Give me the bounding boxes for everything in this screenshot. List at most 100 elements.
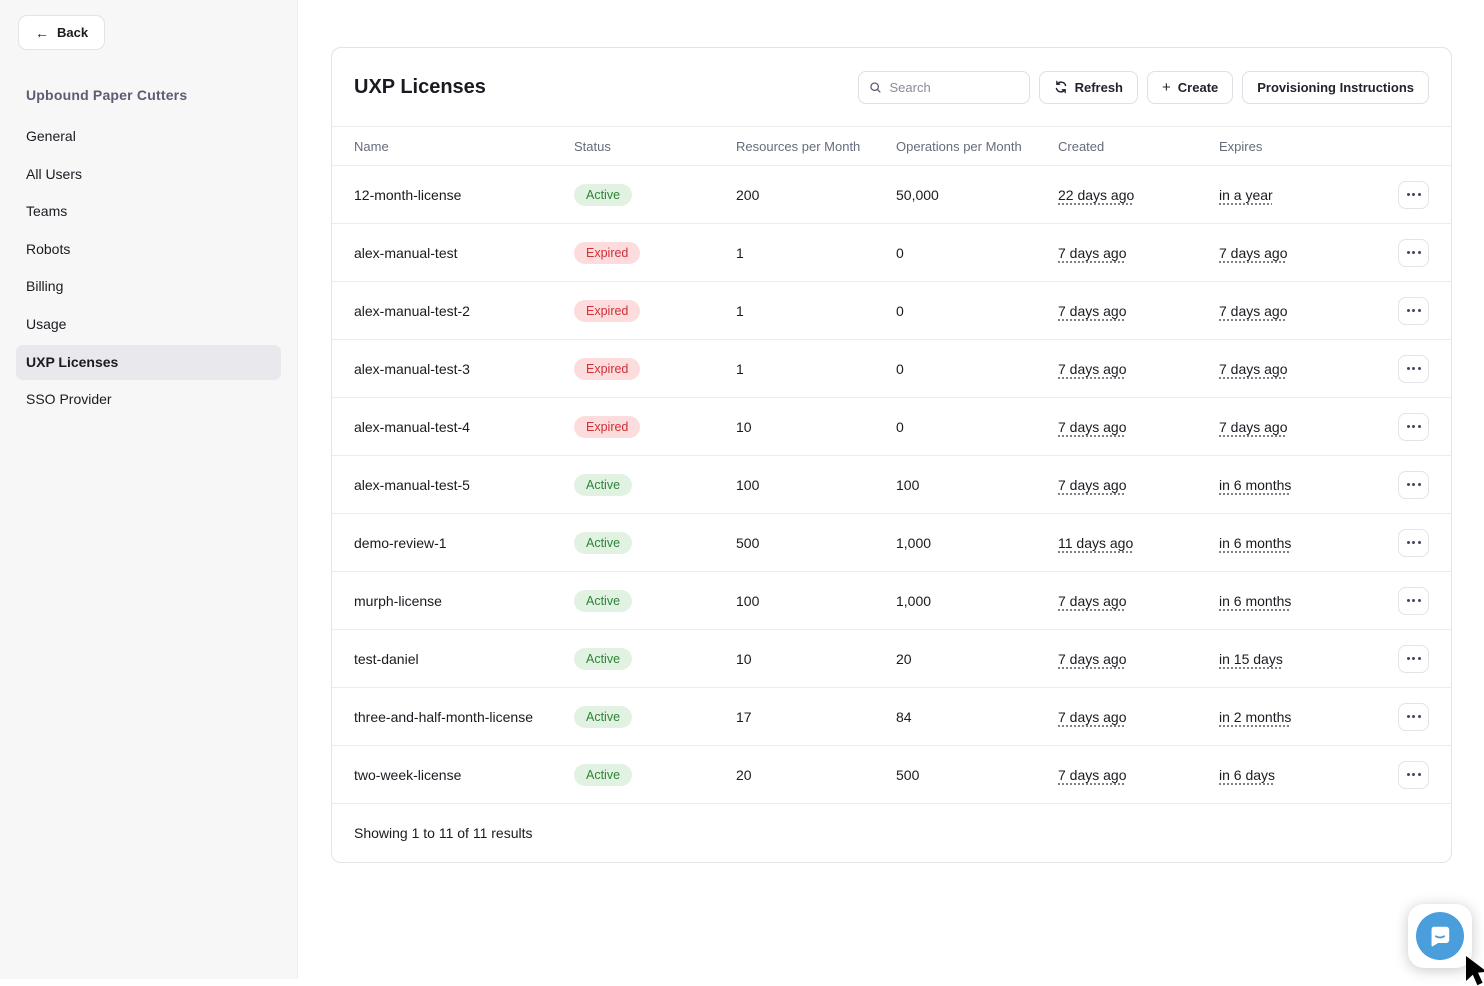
column-header-status: Status [574, 138, 611, 154]
row-actions-button[interactable] [1398, 586, 1429, 615]
resources-per-month-value: 10 [736, 418, 752, 435]
license-name: alex-manual-test [354, 244, 458, 261]
license-name: two-week-license [354, 766, 462, 783]
operations-per-month-value: 0 [896, 302, 904, 319]
resources-per-month-value: 500 [736, 534, 760, 551]
column-header-operations: Operations per Month [896, 138, 1022, 154]
mouse-cursor [1466, 956, 1484, 986]
refresh-button-label: Refresh [1074, 79, 1124, 95]
created-value: 11 days ago [1058, 534, 1134, 551]
created-value: 22 days ago [1058, 186, 1135, 203]
row-actions-button[interactable] [1398, 238, 1429, 267]
sidebar-item-teams[interactable]: Teams [26, 203, 68, 220]
dot-icon [1406, 715, 1410, 718]
status-badge: Active [574, 183, 633, 206]
sidebar-item-uxp-licenses[interactable]: UXP Licenses [16, 344, 281, 381]
license-name: 12-month-license [354, 186, 462, 203]
chat-circle [1416, 912, 1464, 960]
operations-per-month-value: 0 [896, 360, 904, 377]
license-name: alex-manual-test-5 [354, 476, 470, 493]
expires-value: in a year [1219, 186, 1273, 203]
status-badge: Active [574, 531, 633, 554]
dot-icon [1417, 657, 1421, 660]
row-actions-button[interactable] [1398, 760, 1429, 789]
dot-icon [1412, 599, 1415, 602]
dot-icon [1412, 483, 1415, 486]
plus-icon: + [1162, 78, 1171, 96]
table-body: 12-month-license Active 200 50,000 22 da… [332, 166, 1451, 804]
sidebar-item-robots[interactable]: Robots [26, 240, 71, 257]
refresh-icon [1055, 80, 1066, 94]
settings-sidebar: ← Back Upbound Paper Cutters General All … [0, 0, 298, 979]
resources-per-month-value: 200 [736, 186, 760, 203]
chat-launcher-button[interactable] [1408, 904, 1472, 968]
row-actions-button[interactable] [1398, 644, 1429, 673]
dot-icon [1417, 367, 1421, 370]
search-box[interactable] [857, 70, 1030, 104]
operations-per-month-value: 0 [896, 244, 904, 261]
table-header-row: Name Status Resources per Month Operatio… [332, 126, 1451, 166]
search-input[interactable] [889, 79, 1019, 95]
card-header: UXP Licenses Refresh + Create [332, 48, 1451, 126]
status-badge: Expired [574, 241, 641, 264]
license-name: alex-manual-test-4 [354, 418, 470, 435]
operations-per-month-value: 0 [896, 418, 904, 435]
status-badge: Active [574, 589, 633, 612]
license-name: three-and-half-month-license [354, 708, 533, 725]
resources-per-month-value: 10 [736, 650, 752, 667]
status-badge: Active [574, 763, 633, 786]
created-value: 7 days ago [1058, 244, 1127, 261]
row-actions-button[interactable] [1398, 702, 1429, 731]
resources-per-month-value: 20 [736, 766, 752, 783]
status-badge: Active [574, 705, 633, 728]
sidebar-item-all-users[interactable]: All Users [26, 165, 83, 182]
created-value: 7 days ago [1058, 360, 1127, 377]
table-row: test-daniel Active 10 20 7 days ago in 1… [332, 630, 1451, 688]
back-button[interactable]: ← Back [18, 15, 106, 50]
row-actions-button[interactable] [1398, 296, 1429, 325]
operations-per-month-value: 1,000 [896, 592, 932, 609]
org-title: Upbound Paper Cutters [26, 87, 188, 103]
dot-icon [1417, 773, 1421, 776]
create-button[interactable]: + Create [1147, 70, 1234, 104]
resources-per-month-value: 1 [736, 244, 744, 261]
dot-icon [1406, 773, 1410, 776]
sidebar-item-sso-provider[interactable]: SSO Provider [26, 391, 112, 408]
dot-icon [1412, 309, 1415, 312]
dot-icon [1406, 599, 1410, 602]
sidebar-item-billing[interactable]: Billing [26, 278, 64, 295]
dot-icon [1412, 367, 1415, 370]
search-icon [869, 81, 881, 93]
operations-per-month-value: 500 [896, 766, 920, 783]
created-value: 7 days ago [1058, 766, 1127, 783]
provisioning-instructions-button[interactable]: Provisioning Instructions [1242, 70, 1429, 104]
table-row: alex-manual-test-3 Expired 1 0 7 days ag… [332, 340, 1451, 398]
resources-per-month-value: 100 [736, 476, 760, 493]
table-row: demo-review-1 Active 500 1,000 11 days a… [332, 514, 1451, 572]
row-actions-button[interactable] [1398, 180, 1429, 209]
table-row: alex-manual-test-5 Active 100 100 7 days… [332, 456, 1451, 514]
dot-icon [1417, 425, 1421, 428]
refresh-button[interactable]: Refresh [1038, 70, 1139, 104]
resources-per-month-value: 17 [736, 708, 752, 725]
dot-icon [1406, 483, 1410, 486]
table-row: alex-manual-test-4 Expired 10 0 7 days a… [332, 398, 1451, 456]
sidebar-item-general[interactable]: General [26, 128, 76, 144]
license-name: murph-license [354, 592, 442, 609]
dot-icon [1406, 657, 1410, 660]
column-header-resources: Resources per Month [736, 138, 861, 154]
status-badge: Active [574, 473, 633, 496]
dot-icon [1417, 541, 1421, 544]
row-actions-button[interactable] [1398, 470, 1429, 499]
expires-value: 7 days ago [1219, 360, 1288, 377]
provisioning-instructions-label: Provisioning Instructions [1257, 79, 1414, 95]
row-actions-button[interactable] [1398, 354, 1429, 383]
table-row: two-week-license Active 20 500 7 days ag… [332, 746, 1451, 804]
dot-icon [1406, 193, 1410, 196]
dot-icon [1412, 657, 1415, 660]
sidebar-item-usage[interactable]: Usage [26, 315, 67, 332]
row-actions-button[interactable] [1398, 528, 1429, 557]
row-actions-button[interactable] [1398, 412, 1429, 441]
dot-icon [1417, 193, 1421, 196]
status-badge: Expired [574, 357, 641, 380]
